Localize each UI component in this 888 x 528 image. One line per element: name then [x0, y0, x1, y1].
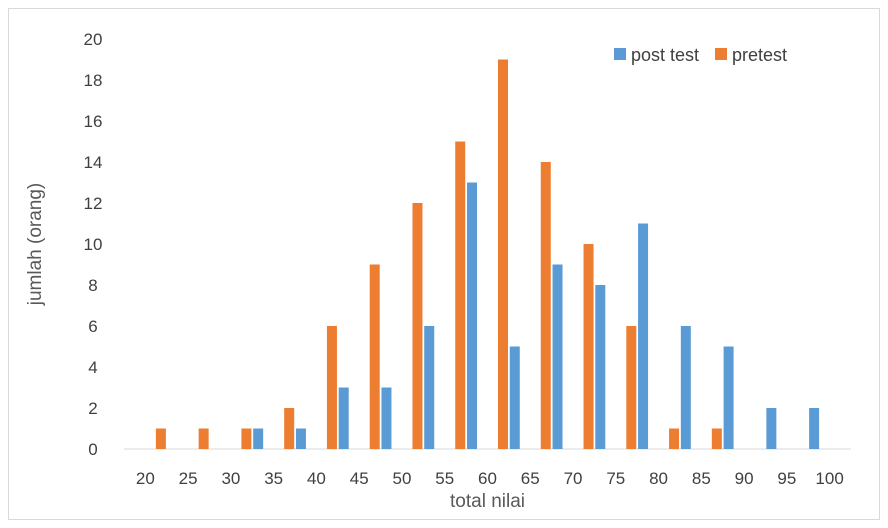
x-tick-label: 25 — [179, 469, 198, 488]
bar-post-test-55 — [424, 326, 435, 449]
bars — [155, 59, 820, 449]
legend: post test pretest — [614, 45, 787, 65]
y-tick-label: 18 — [84, 71, 103, 90]
x-tick-label: 60 — [478, 469, 497, 488]
legend-swatch — [715, 48, 727, 60]
x-tick-label: 95 — [777, 469, 796, 488]
bar-pretest-65 — [540, 162, 551, 449]
bar-pretest-60 — [498, 59, 508, 449]
y-tick-label: 16 — [84, 112, 103, 131]
bar-chart: 0 2 4 6 8 10 12 14 16 18 20 20 25 30 35 40 45 50 55 60 65 70… — [25, 30, 851, 512]
y-axis-title: jumlah (orang) — [25, 183, 46, 307]
y-tick-label: 12 — [84, 194, 103, 213]
y-tick-label: 20 — [84, 30, 103, 49]
legend-item: pretest — [715, 45, 787, 65]
bar-pretest-40 — [326, 326, 337, 449]
y-tick-label: 0 — [88, 440, 97, 459]
bar-pretest-25 — [198, 428, 209, 449]
bar-post-test-45 — [338, 387, 349, 449]
bar-pretest-85 — [711, 428, 722, 449]
y-tick-label: 10 — [84, 235, 103, 254]
x-tick-label: 50 — [393, 469, 412, 488]
bar-pretest-45 — [369, 264, 380, 449]
bar-post-test-90 — [723, 346, 734, 449]
y-tick-label: 8 — [88, 276, 97, 295]
bar-pretest-75 — [626, 326, 637, 449]
bar-post-test-75 — [595, 285, 606, 449]
legend-item: post test — [614, 45, 699, 65]
bar-pretest-30 — [241, 428, 252, 449]
x-tick-label: 20 — [136, 469, 155, 488]
x-tick-label: 35 — [264, 469, 283, 488]
bar-pretest-70 — [583, 244, 594, 449]
y-tick-label: 14 — [84, 153, 103, 172]
x-axis-ticks: 20 25 30 35 40 45 50 55 60 65 70 75 80 85 90 95 100 — [136, 469, 844, 488]
bar-post-test-40 — [295, 428, 306, 449]
x-tick-label: 65 — [521, 469, 540, 488]
bar-post-test-100 — [809, 408, 820, 449]
chart-frame: 0 2 4 6 8 10 12 14 16 18 20 20 25 30 35 40 45 50 55 60 65 70… — [8, 8, 880, 520]
x-tick-label: 75 — [606, 469, 625, 488]
bar-pretest-20 — [155, 428, 166, 449]
bar-post-test-35 — [253, 428, 264, 449]
bar-post-test-85 — [680, 326, 691, 449]
bar-pretest-50 — [412, 203, 423, 449]
y-tick-label: 6 — [88, 317, 97, 336]
bar-post-test-65 — [509, 346, 520, 449]
y-axis-ticks: 0 2 4 6 8 10 12 14 16 18 20 — [84, 30, 103, 459]
x-tick-label: 100 — [815, 469, 843, 488]
bar-post-test-80 — [638, 223, 649, 449]
bar-pretest-80 — [669, 428, 680, 449]
x-tick-label: 55 — [435, 469, 454, 488]
bar-post-test-70 — [552, 264, 563, 449]
x-tick-label: 70 — [564, 469, 583, 488]
x-tick-label: 30 — [221, 469, 240, 488]
bar-post-test-50 — [381, 387, 392, 449]
x-tick-label: 90 — [735, 469, 754, 488]
y-tick-label: 2 — [88, 399, 97, 418]
legend-label: post test — [631, 45, 699, 65]
legend-swatch — [614, 48, 626, 60]
x-tick-label: 85 — [692, 469, 711, 488]
bar-post-test-95 — [766, 408, 777, 449]
x-tick-label: 80 — [649, 469, 668, 488]
legend-label: pretest — [732, 45, 787, 65]
bar-post-test-60 — [467, 182, 477, 449]
x-axis-title: total nilai — [450, 491, 525, 512]
y-tick-label: 4 — [88, 358, 97, 377]
x-tick-label: 40 — [307, 469, 326, 488]
bar-pretest-35 — [284, 408, 295, 449]
bar-pretest-55 — [455, 141, 466, 449]
x-tick-label: 45 — [350, 469, 369, 488]
